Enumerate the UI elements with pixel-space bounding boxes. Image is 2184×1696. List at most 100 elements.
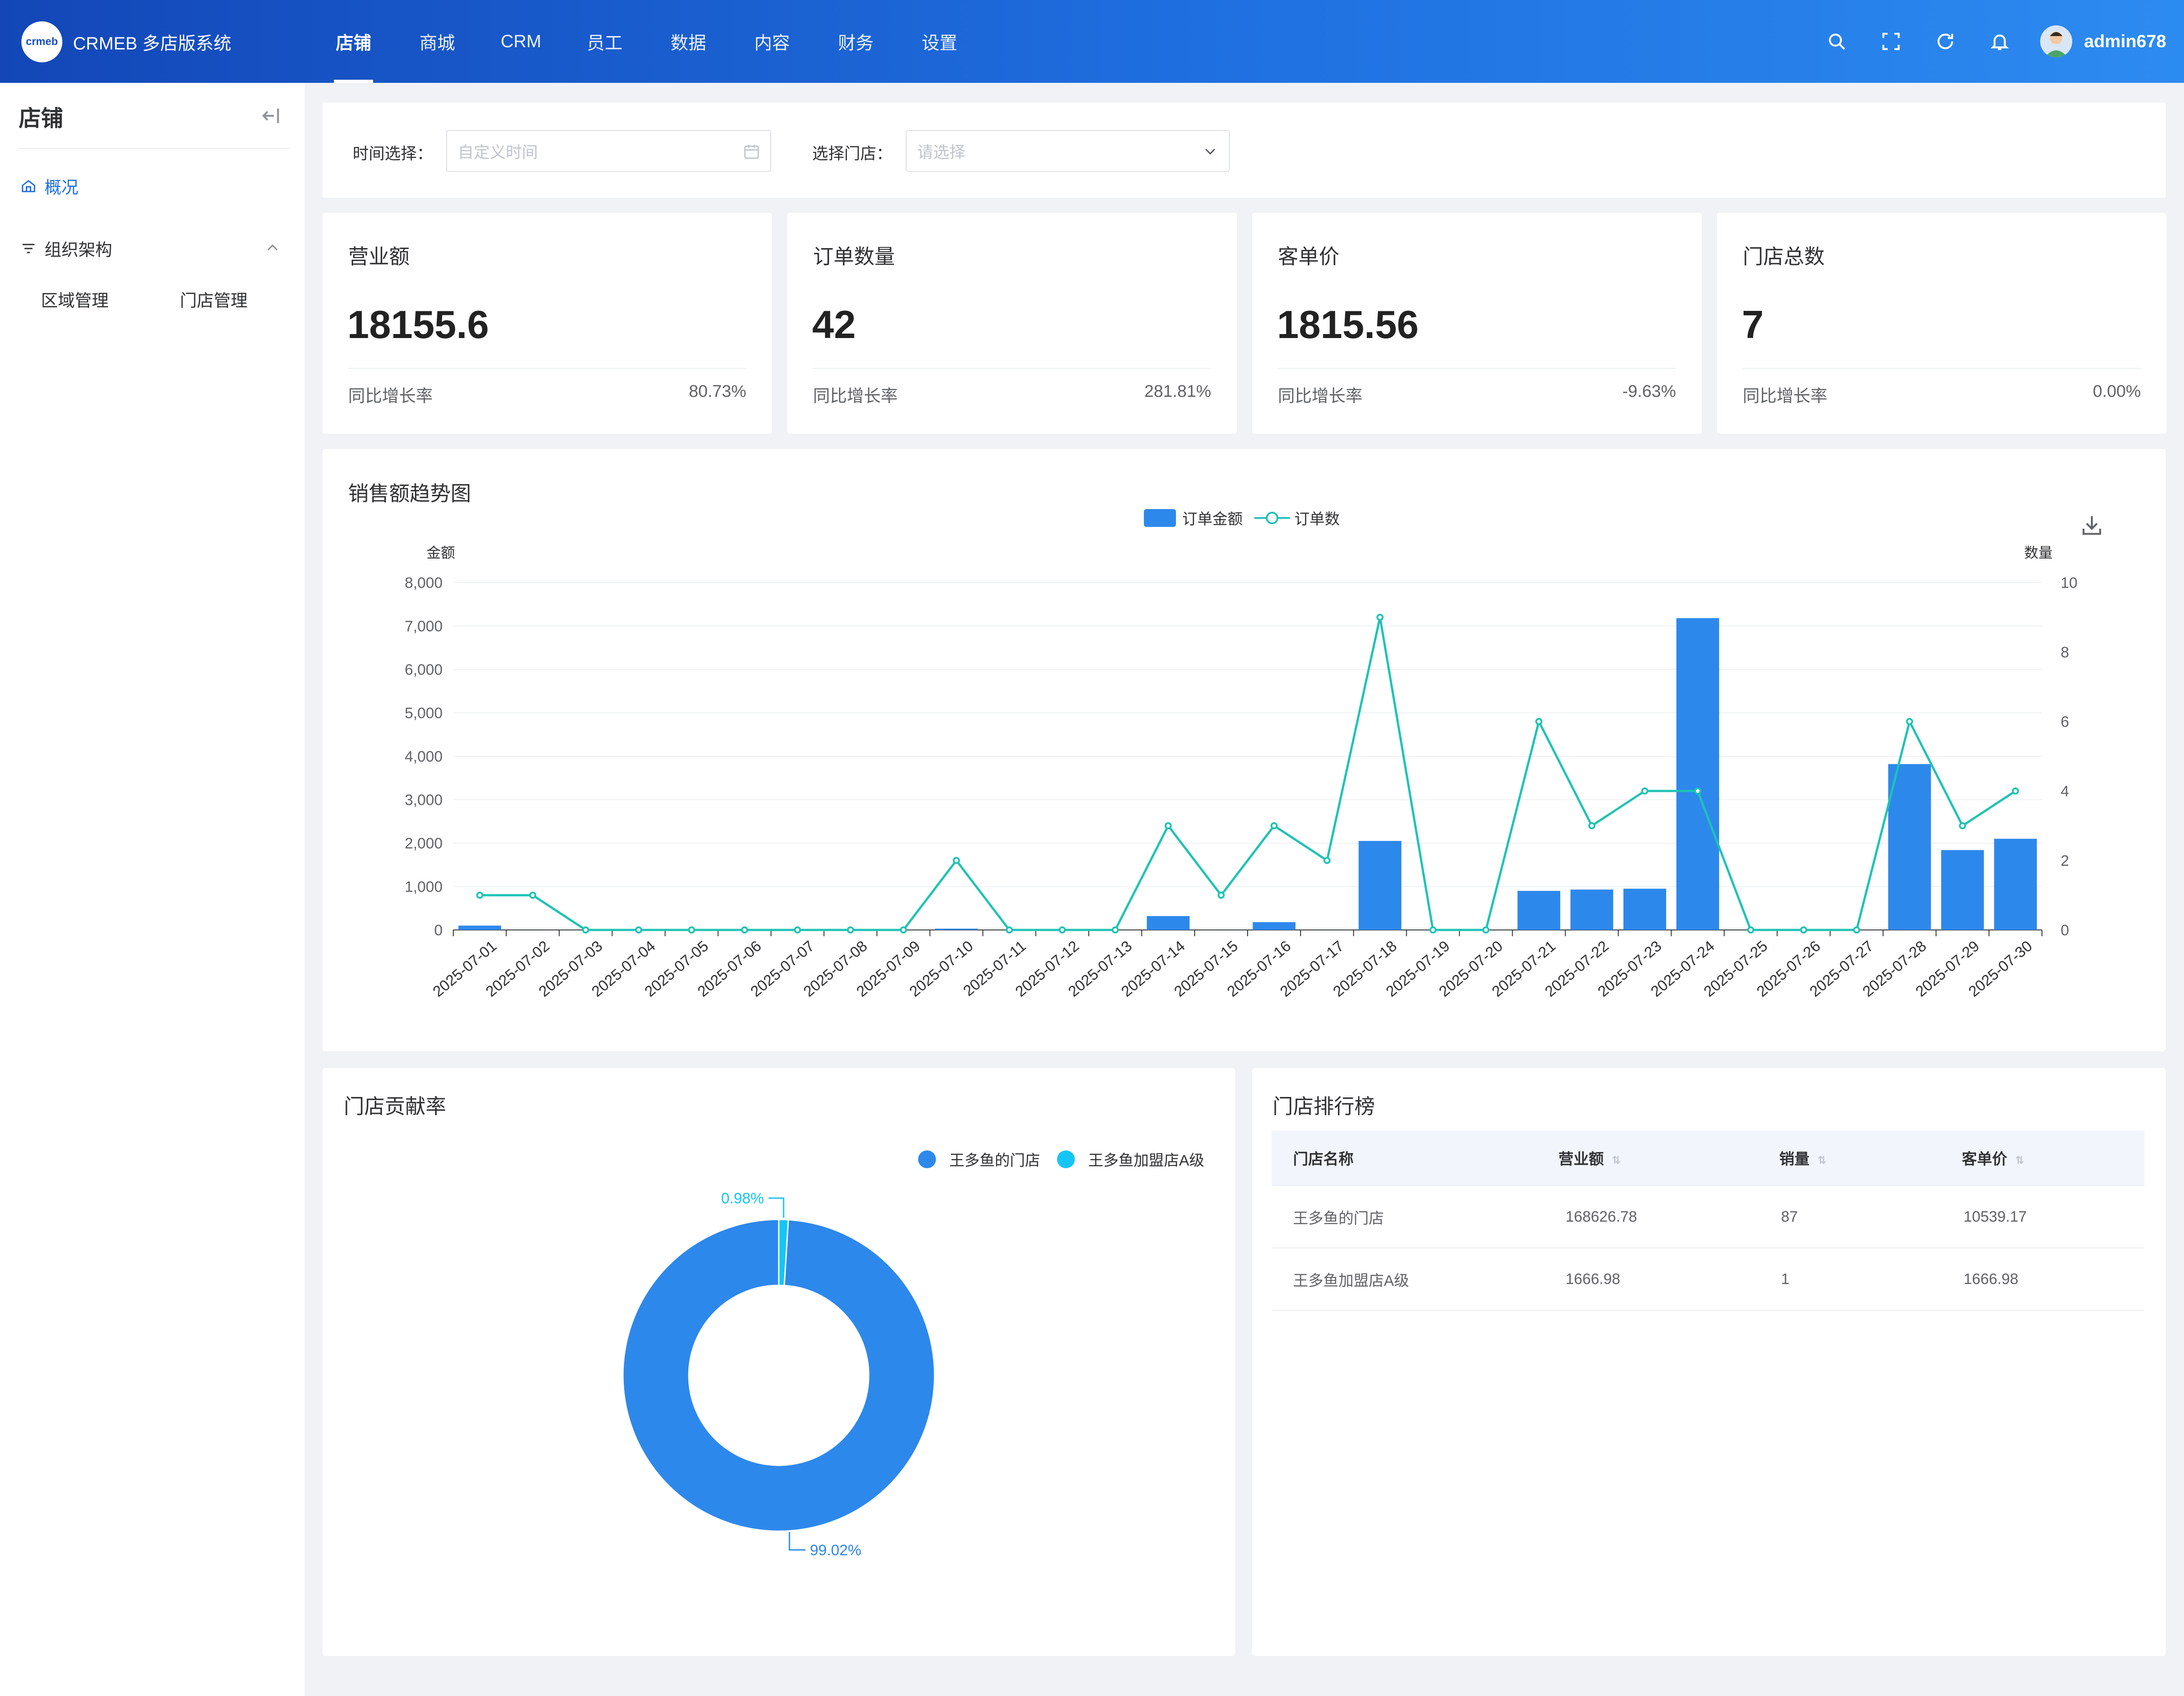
cell-revenue: 168626.78 [1537, 1186, 1758, 1248]
order-count-point-2025-07-01 [476, 892, 484, 899]
logo[interactable]: crmeb CRMEB 多店版系统 [21, 21, 232, 62]
avatar [2040, 25, 2073, 57]
col-header-avg-price[interactable]: 客单价 ⇅ [1940, 1130, 2144, 1186]
y2-axis-title: 数量 [2024, 545, 2053, 561]
chevron-up-icon[interactable] [264, 239, 281, 257]
top-header: crmeb CRMEB 多店版系统 店铺 商城 CRM 员工 数据 内容 财务 … [0, 0, 2184, 83]
user-menu[interactable]: admin678 [2040, 25, 2166, 57]
y2-tick-label: 6 [2061, 713, 2069, 730]
sidebar-item-label: 概况 [45, 179, 79, 197]
username: admin678 [2084, 31, 2166, 51]
bar-2025-07-18 [1358, 841, 1402, 930]
top-nav-settings[interactable]: 设置 [922, 33, 957, 53]
top-nav-mall[interactable]: 商城 [419, 33, 455, 53]
sidebar-item-region[interactable]: 区域管理 [41, 292, 109, 310]
order-count-point-2025-07-30 [2012, 787, 2019, 795]
col-header-sales[interactable]: 销量 ⇅ [1758, 1130, 1940, 1186]
col-header-revenue[interactable]: 营业额 ⇅ [1537, 1130, 1758, 1186]
col-header-avg-price-label: 客单价 [1962, 1151, 2007, 1168]
stat-foot-label: 同比增长率 [1743, 387, 1828, 406]
table-header-row: 门店名称 营业额 ⇅ 销量 ⇅ 客单价 ⇅ [1272, 1130, 2144, 1186]
filter-panel: 时间选择： 自定义时间 选择门店： 请选择 [322, 102, 2166, 198]
stat-rate: 80.73% [689, 382, 746, 401]
fullscreen-icon[interactable] [1864, 0, 1918, 83]
table-row: 王多鱼的门店 168626.78 87 10539.17 [1272, 1186, 2144, 1248]
order-count-point-2025-07-20 [1482, 926, 1490, 934]
stat-foot-label: 同比增长率 [813, 387, 898, 406]
col-header-revenue-label: 营业额 [1558, 1151, 1604, 1168]
order-count-point-2025-07-11 [1005, 926, 1013, 934]
stat-divider [348, 368, 746, 369]
stat-rate: -9.63% [1622, 382, 1676, 401]
legend-label-main[interactable]: 王多鱼的门店 [949, 1152, 1040, 1169]
stat-rate: 0.00% [2093, 382, 2141, 401]
legend-label-count[interactable]: 订单数 [1294, 511, 1340, 528]
bell-icon[interactable] [1973, 0, 2027, 83]
search-icon[interactable] [1810, 0, 1864, 83]
store-select[interactable]: 请选择 [906, 130, 1230, 172]
order-count-point-2025-07-19 [1429, 926, 1437, 934]
sort-icon[interactable]: ⇅ [2015, 1154, 2025, 1166]
contribution-title: 门店贡献率 [344, 1095, 446, 1118]
contribution-donut-chart: 0.98% 99.02% [622, 1190, 935, 1559]
top-nav: 店铺 商城 CRM 员工 数据 内容 财务 设置 [312, 0, 981, 83]
y-tick-label: 1,000 [405, 879, 443, 896]
top-nav-data[interactable]: 数据 [671, 33, 706, 53]
y-tick-label: 4,000 [405, 748, 443, 765]
calendar-icon [744, 145, 759, 159]
sales-trend-chart: 金额 数量 0 1,000 2,000 3,000 4,000 5,000 6,000 7,000… [405, 545, 2078, 1000]
order-count-point-2025-07-24 [1694, 787, 1701, 795]
collapse-sidebar-icon[interactable] [258, 103, 283, 128]
order-count-point-2025-07-09 [899, 926, 907, 934]
y-tick-label: 8,000 [405, 575, 443, 591]
top-nav-staff[interactable]: 员工 [587, 33, 622, 53]
order-count-point-2025-07-29 [1959, 822, 1966, 829]
col-header-store: 门店名称 [1272, 1130, 1537, 1186]
y-tick-label: 6,000 [405, 661, 443, 678]
cell-revenue: 1666.98 [1537, 1248, 1758, 1311]
order-count-point-2025-07-02 [529, 892, 537, 899]
sidebar-item-store[interactable]: 门店管理 [180, 292, 248, 310]
stat-title: 营业额 [348, 245, 410, 268]
top-nav-shop[interactable]: 店铺 [312, 0, 395, 83]
order-count-point-2025-07-25 [1747, 926, 1754, 934]
time-range-picker[interactable]: 自定义时间 [446, 130, 771, 172]
top-nav-content[interactable]: 内容 [754, 33, 790, 53]
stat-rate: 281.81% [1144, 382, 1211, 401]
order-count-point-2025-07-13 [1111, 926, 1119, 934]
y-tick-label: 7,000 [405, 618, 443, 635]
store-select-placeholder: 请选择 [917, 143, 966, 161]
sort-icon[interactable]: ⇅ [1612, 1154, 1621, 1166]
legend-label-amount[interactable]: 订单金额 [1182, 511, 1243, 528]
order-count-point-2025-07-15 [1217, 892, 1225, 899]
order-count-point-2025-07-27 [1853, 926, 1860, 934]
order-count-point-2025-07-04 [635, 926, 643, 934]
header-actions: admin678 [1810, 0, 2166, 83]
y2-tick-label: 10 [2061, 575, 2078, 591]
order-count-point-2025-07-03 [582, 926, 590, 934]
bar-2025-07-28 [1888, 764, 1931, 930]
download-icon[interactable] [2079, 513, 2104, 538]
cell-store: 王多鱼加盟店A级 [1272, 1248, 1537, 1311]
bar-2025-07-10 [935, 929, 978, 930]
refresh-icon[interactable] [1918, 0, 1973, 83]
order-count-point-2025-07-21 [1535, 718, 1543, 725]
sort-icon[interactable]: ⇅ [1818, 1154, 1827, 1166]
legend-label-minor[interactable]: 王多鱼加盟店A级 [1088, 1152, 1204, 1169]
top-nav-finance[interactable]: 财务 [838, 33, 874, 53]
contribution-card: 门店贡献率 王多鱼的门店 王多鱼加盟店A级 0.98% 99.02% [322, 1068, 1235, 1656]
bar-2025-07-14 [1147, 916, 1190, 930]
stat-divider [1743, 368, 2141, 369]
sidebar-group-org[interactable]: 组织架构 [20, 236, 112, 261]
stat-divider [1278, 368, 1676, 369]
slice-label-minor: 0.98% [721, 1190, 764, 1207]
col-header-sales-label: 销量 [1779, 1151, 1810, 1168]
sidebar: 店铺 概况 组织架构 区域管理 门店管理 [0, 83, 305, 1696]
legend-swatch-count [1254, 511, 1290, 524]
top-nav-crm[interactable]: CRM [500, 31, 541, 51]
sidebar-item-overview[interactable]: 概况 [20, 174, 78, 198]
order-count-point-2025-07-05 [688, 926, 695, 934]
sidebar-divider [19, 148, 290, 149]
stat-value: 7 [1742, 302, 1764, 347]
donut-slice-王多鱼的门店 [622, 1219, 935, 1532]
